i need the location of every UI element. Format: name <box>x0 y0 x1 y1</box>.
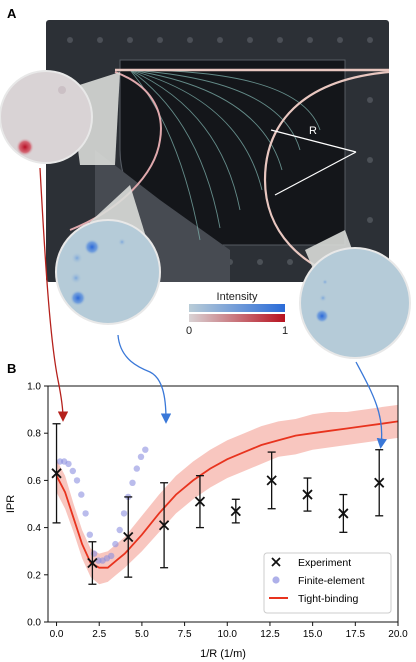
y-axis-label: IPR <box>5 495 17 513</box>
legend-experiment-marker <box>271 557 281 567</box>
y-tick-label: 0.0 <box>27 618 41 629</box>
y-tick-label: 0.4 <box>27 523 41 534</box>
colorbar-red <box>189 314 285 322</box>
finite-element-point <box>65 460 72 468</box>
finite-element-point <box>69 467 77 475</box>
experiment-points <box>51 423 385 585</box>
finite-element-point <box>142 446 149 453</box>
x-marker-stroke <box>194 496 206 507</box>
experiment-point <box>230 498 241 524</box>
finite-element-point <box>78 491 85 498</box>
x-tick-label: 20.0 <box>388 629 408 640</box>
experiment-point <box>158 482 170 569</box>
output-zoom-blue-left <box>55 219 161 325</box>
legend-finite-element-label: Finite-element <box>298 575 365 587</box>
plot-frame <box>47 385 399 623</box>
colorbar-max: 1 <box>282 325 288 337</box>
finite-element-point <box>73 477 81 484</box>
radius-label: R <box>309 125 317 137</box>
arrow-blue-right <box>355 361 388 449</box>
panel-b-label: B <box>7 361 16 376</box>
tight-binding-band <box>56 404 398 585</box>
x-marker-stroke <box>266 475 277 486</box>
legend: Experiment Finite-element Tight-binding <box>263 552 392 614</box>
experiment-point <box>266 451 277 510</box>
x-tick-label: 2.5 <box>92 629 106 640</box>
x-marker-stroke <box>51 468 62 479</box>
x-tick-label: 17.5 <box>346 629 366 640</box>
x-tick-label: 5.0 <box>135 629 149 640</box>
finite-element-points <box>56 446 149 564</box>
legend-box <box>263 552 392 614</box>
experiment-point <box>302 477 313 512</box>
x-tick-label: 15.0 <box>303 629 323 640</box>
radius-line-bottom <box>274 151 357 196</box>
finite-element-point <box>137 453 145 460</box>
x-axis-label: 1/R (1/m) <box>200 648 246 660</box>
y-tick-label: 0.6 <box>27 476 41 487</box>
panel-a-label: A <box>7 6 17 21</box>
x-tick-label: 10.0 <box>218 629 238 640</box>
finite-element-point <box>133 465 140 472</box>
y-tick-label: 0.8 <box>27 429 41 440</box>
ipr-plot: 0.0 2.5 5.0 7.5 10.0 12.5 15.0 17.5 20.0 0.00.20… <box>5 382 408 661</box>
experiment-point <box>51 423 62 524</box>
legend-finite-element-marker <box>272 576 280 584</box>
x-marker-stroke <box>302 489 313 500</box>
curved-fiber-outer <box>263 70 389 282</box>
experiment-point <box>87 541 98 585</box>
experiment-point <box>374 449 385 517</box>
y-axis-ticks: 0.0 0.2 0.4 0.6 0.8 1.0 <box>27 382 48 629</box>
x-marker-stroke <box>123 531 134 543</box>
output-zoom-blue-right <box>299 247 411 359</box>
colorbar-title: Intensity <box>217 291 258 303</box>
experiment-point <box>123 496 134 578</box>
x-axis-ticks: 0.0 2.5 5.0 7.5 10.0 12.5 15.0 17.5 20.0 <box>50 622 408 640</box>
x-marker-stroke <box>230 505 241 517</box>
x-tick-label: 12.5 <box>260 629 280 640</box>
waveguides <box>129 69 321 241</box>
radius-line-top <box>270 129 357 153</box>
colorbar-min: 0 <box>186 325 192 337</box>
x-marker-stroke <box>374 477 385 488</box>
output-zoom-red <box>0 70 93 164</box>
finite-element-point <box>86 531 94 538</box>
legend-experiment-label: Experiment <box>298 557 351 569</box>
tight-binding-uncertainty <box>56 404 398 585</box>
finite-element-point <box>108 552 115 560</box>
legend-tight-binding-label: Tight-binding <box>298 593 358 605</box>
arrow-blue-left <box>117 334 172 424</box>
finite-element-point <box>120 510 128 517</box>
x-marker-stroke <box>87 557 98 569</box>
finite-element-point <box>116 526 123 534</box>
tight-binding-line <box>55 420 398 569</box>
x-tick-label: 7.5 <box>178 629 192 640</box>
x-marker-stroke <box>158 520 170 531</box>
arrow-red <box>39 167 69 422</box>
finite-element-point <box>129 479 136 486</box>
experiment-point <box>194 475 206 529</box>
breadboard-holes <box>67 37 373 265</box>
y-tick-label: 0.2 <box>27 570 41 581</box>
colorbar-blue <box>189 304 285 312</box>
x-marker-stroke <box>338 508 349 519</box>
finite-element-point <box>112 540 119 548</box>
experiment-point <box>338 493 349 533</box>
finite-element-point <box>82 510 89 517</box>
x-tick-label: 0.0 <box>50 629 64 640</box>
intensity-colorbar: Intensity 0 1 <box>186 291 288 337</box>
tight-binding-curve <box>55 420 398 569</box>
y-tick-label: 1.0 <box>27 382 41 393</box>
